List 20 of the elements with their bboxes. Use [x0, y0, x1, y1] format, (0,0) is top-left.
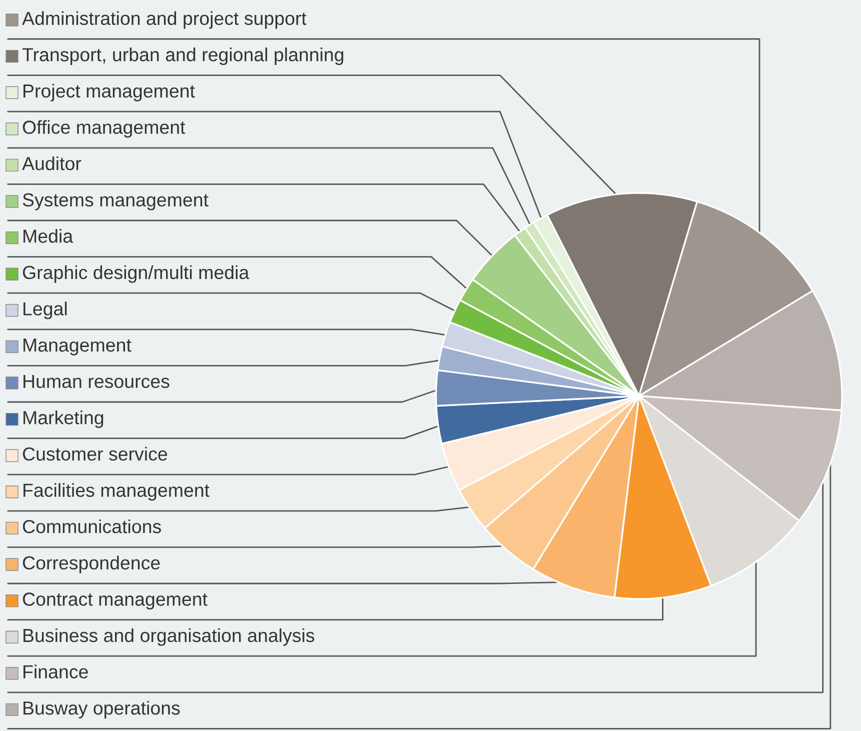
legend-label: Management — [24, 338, 132, 356]
legend-label: Business and organisation analysis — [24, 628, 314, 646]
legend-label: Finance — [24, 664, 88, 678]
legend-label: Customer service — [22, 446, 168, 461]
legend-label: Contract management — [22, 592, 208, 610]
legend-label: Human resources — [24, 374, 170, 388]
legend-label: Media — [24, 229, 74, 243]
legend-label: Office management — [22, 120, 186, 138]
legend-label: Project management — [24, 84, 195, 102]
legend-label: Legal — [24, 302, 67, 320]
legend-label: Systems management — [22, 193, 208, 210]
legend-label: Graphic design/multi media — [22, 265, 250, 283]
legend-label: Auditor — [22, 156, 82, 170]
legend-label: Communications — [22, 519, 161, 534]
legend-label: Correspondence — [22, 556, 160, 574]
legend-label: Busway operations — [24, 700, 180, 718]
legend-label: Facilities management — [24, 483, 210, 501]
legend-label: Administration and project support — [22, 11, 306, 29]
legend-label: Transport, urban and regional planning — [22, 48, 344, 66]
legend-label: Marketing — [24, 410, 104, 428]
